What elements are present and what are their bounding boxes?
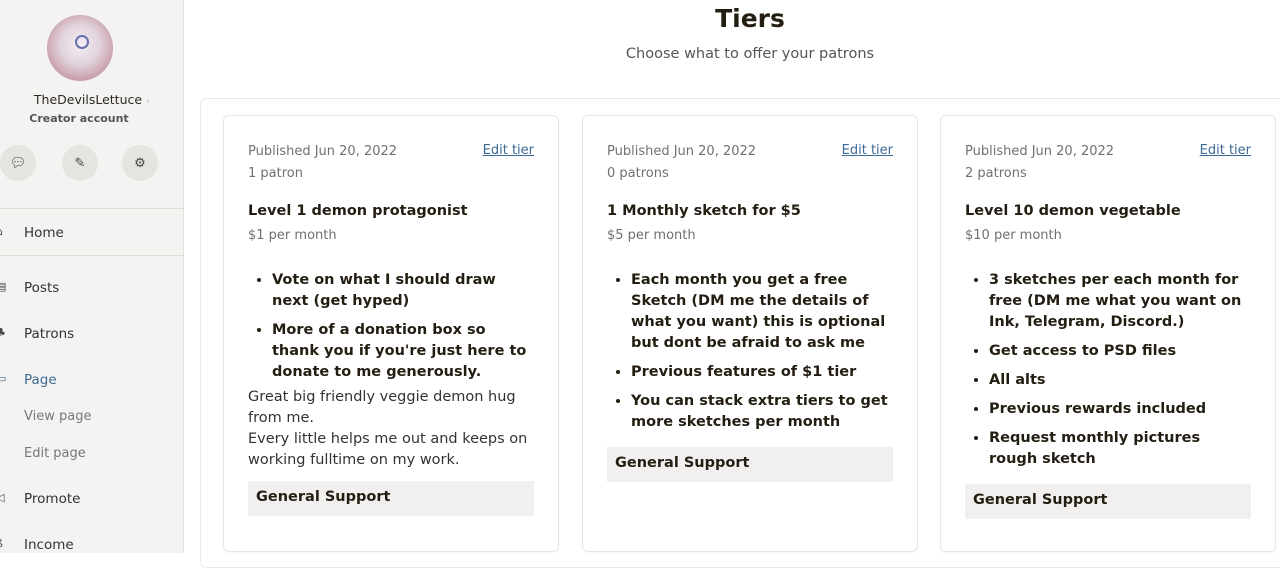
benefit-item: All alts xyxy=(989,370,1251,391)
avatar[interactable] xyxy=(47,15,113,81)
tier-price: $1 per month xyxy=(248,228,337,243)
nav-label: Patrons xyxy=(24,326,75,342)
nav-label: Promote xyxy=(24,491,81,507)
benefits-list: Vote on what I should draw next (get hyp… xyxy=(248,270,534,383)
tier-price: $10 per month xyxy=(965,228,1062,243)
published-date: Published Jun 20, 2022 xyxy=(248,144,398,159)
tier-card: Published Jun 20, 2022 1 patron Edit tie… xyxy=(223,115,559,552)
benefit-item: Each month you get a free Sketch (DM me … xyxy=(631,270,893,354)
benefit-group: General Support xyxy=(965,484,1251,519)
benefit-item: Get access to PSD files xyxy=(989,341,1251,362)
benefit-item: 3 sketches per each month for free (DM m… xyxy=(989,270,1251,333)
published-date: Published Jun 20, 2022 xyxy=(965,144,1115,159)
benefits-list: 3 sketches per each month for free (DM m… xyxy=(965,270,1251,470)
nav-label: View page xyxy=(24,409,92,424)
benefits-list: Each month you get a free Sketch (DM me … xyxy=(607,270,893,433)
page-title: Tiers xyxy=(715,4,785,33)
benefit-item: More of a donation box so thank you if y… xyxy=(272,320,534,383)
benefit-item: Previous rewards included xyxy=(989,399,1251,420)
tier-card: Published Jun 20, 2022 2 patrons Edit ti… xyxy=(940,115,1276,552)
tier-name: Level 10 demon vegetable xyxy=(965,203,1181,219)
patron-count: 1 patron xyxy=(248,166,303,181)
chat-icon[interactable]: 💬︎ xyxy=(0,145,36,181)
benefit-item: You can stack extra tiers to get more sk… xyxy=(631,391,893,433)
benefit-group: General Support xyxy=(248,481,534,516)
posts-icon: ▤ xyxy=(0,280,7,293)
chevron-right-icon: › xyxy=(146,96,151,107)
divider xyxy=(0,255,184,256)
income-icon: ß xyxy=(0,537,10,550)
nav-label: Page xyxy=(24,372,57,388)
sidebar: TheDevilsLettuce › Creator account 💬︎ ✎ … xyxy=(0,0,184,553)
username-link[interactable]: TheDevilsLettuce › xyxy=(0,92,184,107)
patron-count: 2 patrons xyxy=(965,166,1027,181)
published-date: Published Jun 20, 2022 xyxy=(607,144,757,159)
nav-label: Edit page xyxy=(24,446,86,461)
nav-label: Income xyxy=(24,537,74,553)
gear-icon[interactable]: ⚙ xyxy=(122,145,158,181)
tier-price: $5 per month xyxy=(607,228,696,243)
tier-name: Level 1 demon protagonist xyxy=(248,203,468,219)
tier-description: Great big friendly veggie demon hug from… xyxy=(248,389,528,468)
edit-tier-link[interactable]: Edit tier xyxy=(1199,143,1251,158)
benefit-group: General Support xyxy=(607,447,893,482)
nav-label: Home xyxy=(24,225,64,241)
account-type: Creator account xyxy=(29,112,129,125)
username: TheDevilsLettuce xyxy=(33,92,143,107)
edit-icon[interactable]: ✎ xyxy=(62,145,98,181)
tier-card: Published Jun 20, 2022 0 patrons Edit ti… xyxy=(582,115,918,552)
page-icon: ▭ xyxy=(0,372,7,385)
divider xyxy=(0,208,184,209)
megaphone-icon: ◁ xyxy=(0,491,5,504)
tier-name: 1 Monthly sketch for $5 xyxy=(607,203,801,219)
patrons-icon: ♣ xyxy=(0,326,6,339)
page-subtitle: Choose what to offer your patrons xyxy=(625,46,875,62)
benefit-item: Vote on what I should draw next (get hyp… xyxy=(272,270,534,312)
edit-tier-link[interactable]: Edit tier xyxy=(482,143,534,158)
edit-tier-link[interactable]: Edit tier xyxy=(841,143,893,158)
benefit-item: Previous features of $1 tier xyxy=(631,362,893,383)
home-icon: ⌂ xyxy=(0,225,10,238)
benefit-item: Request monthly pictures rough sketch xyxy=(989,428,1251,470)
patron-count: 0 patrons xyxy=(607,166,669,181)
nav-label: Posts xyxy=(24,280,60,296)
